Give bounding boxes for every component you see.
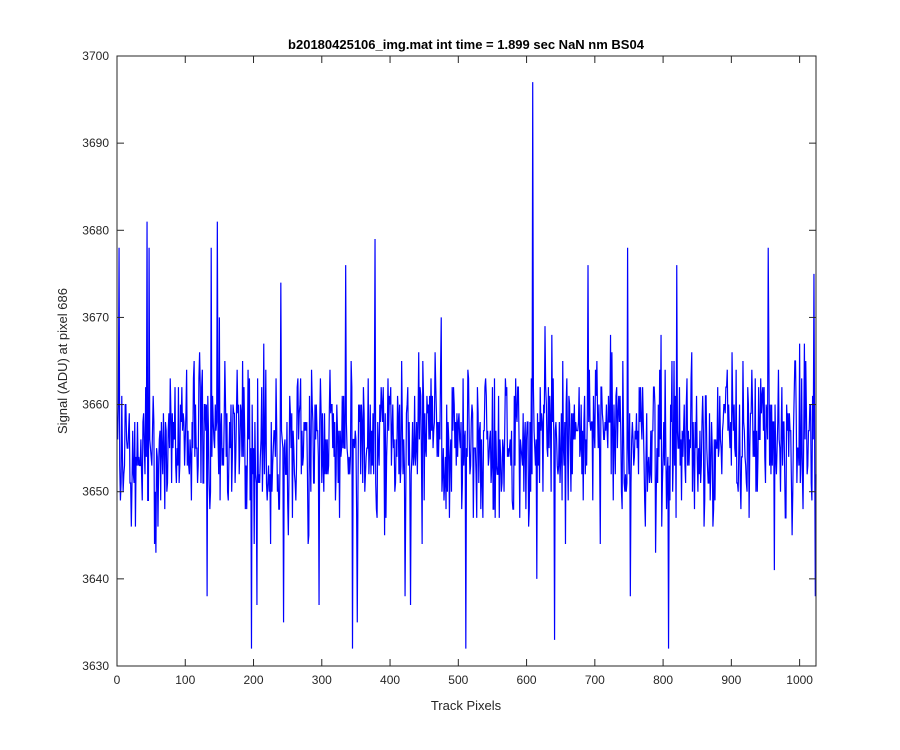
y-tick-label: 3640 — [82, 572, 109, 586]
x-tick-label: 100 — [175, 673, 195, 687]
y-axis-ticks: 3630 3640 3650 3660 3670 3680 3690 3700 — [82, 49, 816, 673]
x-tick-label: 300 — [312, 673, 332, 687]
x-axis-label: Track Pixels — [431, 698, 502, 713]
y-axis-label: Signal (ADU) at pixel 686 — [55, 288, 70, 434]
y-tick-label: 3670 — [82, 310, 109, 324]
x-tick-label: 400 — [380, 673, 400, 687]
x-tick-label: 700 — [585, 673, 605, 687]
x-tick-label: 0 — [114, 673, 121, 687]
x-axis-ticks: 0 100 200 300 400 500 600 700 800 900 1000 — [114, 56, 813, 687]
axes-box — [116, 55, 817, 667]
signal-series-line — [117, 82, 817, 649]
y-tick-label: 3700 — [82, 49, 109, 63]
x-tick-label: 800 — [653, 673, 673, 687]
x-tick-label: 600 — [517, 673, 537, 687]
y-tick-label: 3660 — [82, 398, 109, 412]
x-tick-label: 900 — [721, 673, 741, 687]
y-tick-label: 3690 — [82, 136, 109, 150]
y-tick-label: 3650 — [82, 485, 109, 499]
x-tick-label: 500 — [448, 673, 468, 687]
x-tick-label: 1000 — [786, 673, 813, 687]
x-tick-label: 200 — [244, 673, 264, 687]
y-tick-label: 3680 — [82, 223, 109, 237]
chart-title: b20180425106_img.mat int time = 1.899 se… — [288, 37, 645, 52]
series-layer — [117, 82, 817, 649]
y-tick-label: 3630 — [82, 659, 109, 673]
